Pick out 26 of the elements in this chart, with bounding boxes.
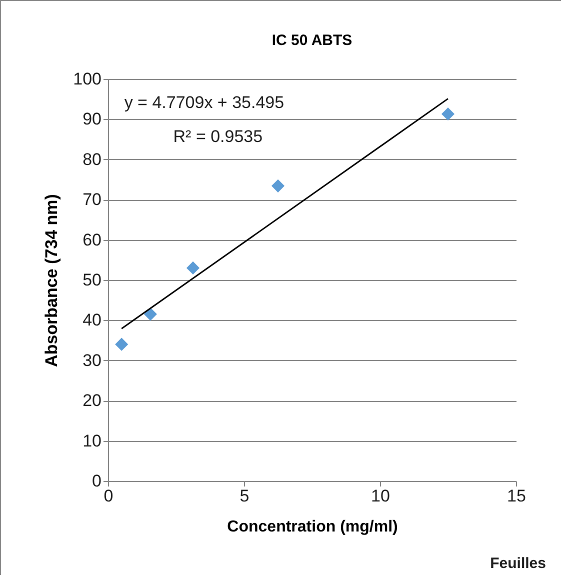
- chart-title: IC 50 ABTS: [272, 32, 352, 49]
- y-tick-label: 50: [82, 270, 102, 290]
- point: [186, 261, 200, 274]
- y-tick-label: 20: [82, 391, 102, 410]
- y-tick-label: 10: [82, 431, 102, 450]
- x-tick-label: 0: [104, 486, 114, 506]
- y-tick-label: 30: [82, 350, 102, 370]
- point: [271, 179, 285, 192]
- y-tick-label: 70: [82, 190, 102, 210]
- y-axis-title: Absorbance (734 nm): [42, 194, 62, 367]
- point: [441, 107, 455, 120]
- text: Feuilles: [490, 555, 546, 572]
- x-tick-label: 10: [371, 486, 390, 506]
- x-tick-label: 15: [507, 486, 526, 506]
- y-tick-label: 0: [92, 472, 102, 490]
- annotation: y = 4.7709x + 35.495: [124, 93, 284, 112]
- y-tick-label: 40: [82, 310, 102, 330]
- point: [115, 338, 128, 351]
- y-tick-label: 80: [82, 150, 102, 169]
- y-tick-label: 60: [82, 230, 102, 250]
- y-tick-label: 100: [73, 70, 102, 88]
- x-tick-label: 5: [240, 486, 250, 506]
- y-tick-label: 90: [82, 110, 102, 129]
- x-axis-title: Concentration (mg/ml): [227, 518, 398, 536]
- annotation: R² = 0.9535: [173, 127, 263, 146]
- point: [144, 308, 157, 321]
